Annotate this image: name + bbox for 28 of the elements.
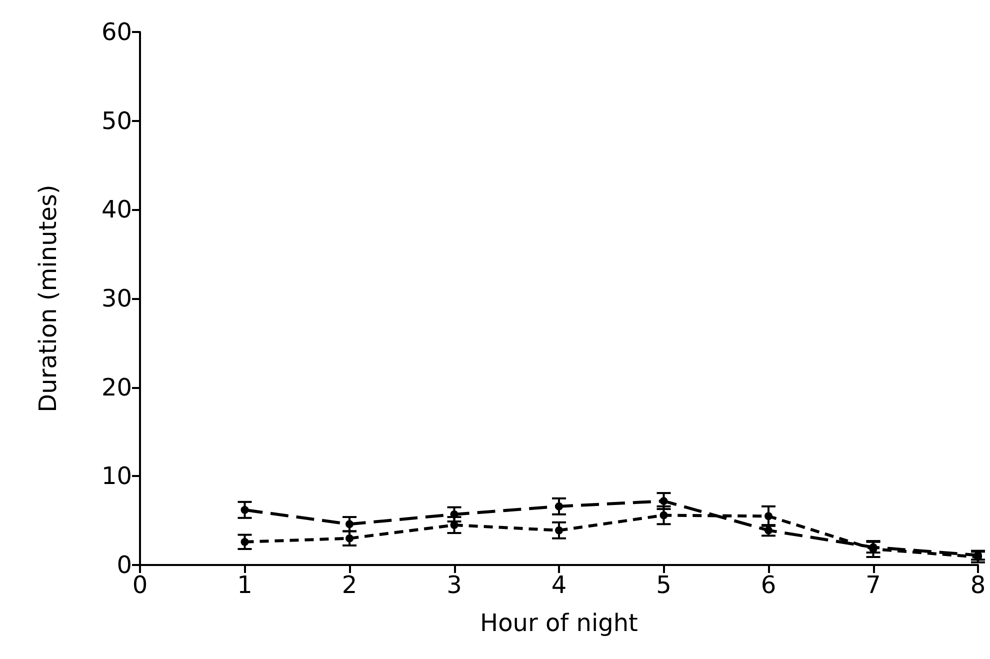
y-tick-label: 50 (101, 106, 132, 135)
x-tick-label: 7 (866, 571, 881, 599)
x-tick-label: 5 (656, 571, 672, 599)
x-tick-label: 2 (342, 571, 358, 599)
point (555, 526, 563, 534)
y-tick-label: 10 (101, 462, 132, 490)
point (240, 538, 249, 546)
y-tick-label: 0 (116, 551, 132, 579)
y-tick-label: 20 (101, 373, 132, 402)
x-tick-label: 1 (237, 571, 252, 599)
x-tick-label: 6 (760, 571, 776, 599)
point (555, 502, 563, 510)
point (450, 510, 458, 518)
point (346, 520, 354, 528)
y-tick-label: 40 (101, 196, 132, 224)
x-axis-title: Hour of night (480, 609, 638, 637)
x-tick-label: 4 (551, 571, 567, 599)
y-tick-label: 30 (101, 284, 132, 312)
x-tick-label: 8 (970, 571, 986, 599)
point (764, 512, 772, 520)
point (450, 521, 458, 530)
point (240, 506, 249, 514)
point (660, 511, 668, 520)
y-tick-label: 60 (101, 18, 132, 46)
y-axis-title: Duration (minutes) (34, 184, 62, 412)
x-tick-label: 3 (446, 571, 462, 599)
point (346, 534, 354, 542)
point (660, 497, 668, 506)
